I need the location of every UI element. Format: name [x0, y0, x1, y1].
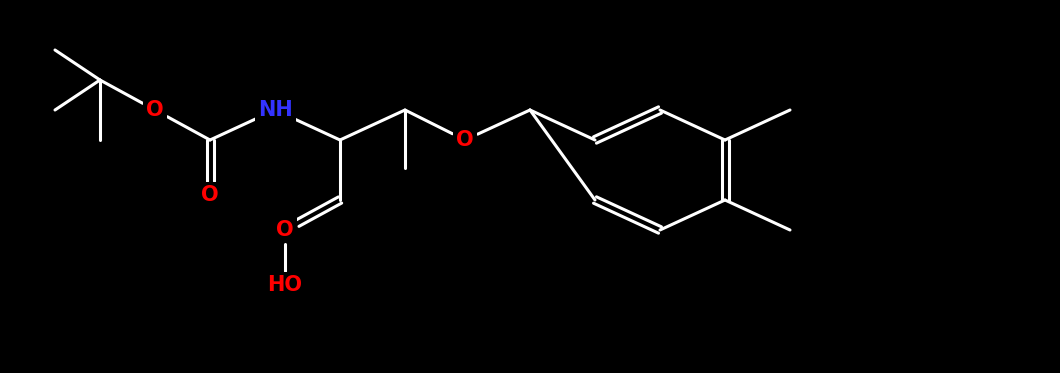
Text: O: O [146, 100, 164, 120]
Text: O: O [277, 220, 294, 240]
Text: O: O [201, 185, 218, 205]
Text: HO: HO [267, 275, 302, 295]
Text: NH: NH [258, 100, 293, 120]
Text: O: O [456, 130, 474, 150]
